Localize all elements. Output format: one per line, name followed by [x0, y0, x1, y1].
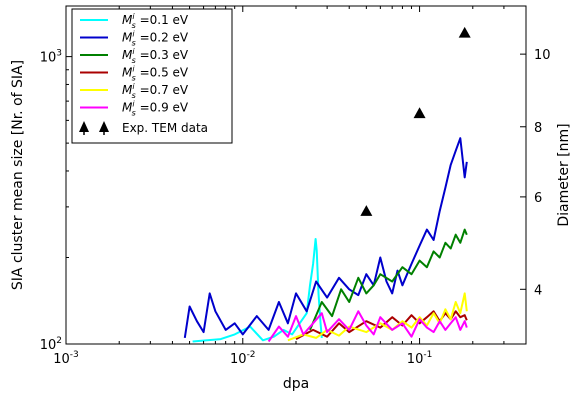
legend-label-5: Mi s =0.9 eV	[122, 100, 189, 118]
plot-area	[183, 26, 471, 343]
series-line-0	[192, 238, 323, 343]
tem-data-marker	[413, 107, 426, 119]
right-axis-label: Diameter [nm]	[556, 123, 572, 226]
right-tick-label: 6	[534, 191, 542, 206]
y-tick-label: 103	[40, 49, 62, 66]
legend-label-tem: Exp. TEM data	[122, 121, 208, 135]
legend-box	[71, 8, 233, 144]
series-line-3	[295, 310, 468, 340]
legend-label-0: Mi s =0.1 eV	[122, 12, 189, 30]
right-tick-label: 4	[534, 283, 542, 298]
legend-label-3: Mi s =0.5 eV	[122, 65, 189, 83]
legend-label-4: Mi s =0.7 eV	[122, 82, 189, 100]
right-tick-label: 8	[534, 121, 542, 136]
y-tick-label: 102	[40, 336, 62, 353]
legend-label-2: Mi s =0.3 eV	[122, 47, 189, 65]
legend-label-1: Mi s =0.2 eV	[122, 30, 189, 48]
axes: 10-3 10-2 10-1 102 103 4 6 8 10	[40, 6, 551, 367]
x-axis-label: dpa	[283, 376, 309, 392]
right-tick-label: 10	[534, 48, 551, 63]
x-tick-label: 10-1	[407, 350, 433, 367]
series-line-1	[183, 137, 468, 339]
series-line-2	[309, 228, 468, 331]
legend-marker	[99, 121, 109, 132]
legend-marker	[79, 121, 89, 132]
tem-data-marker	[360, 205, 373, 216]
tem-data-marker	[458, 26, 471, 38]
series-line-5	[267, 310, 468, 343]
y-axis-label: SIA cluster mean size [Nr. of SIA]	[10, 60, 26, 290]
x-tick-label: 10-3	[53, 350, 79, 367]
series-line-4	[287, 292, 468, 342]
x-tick-label: 10-2	[230, 350, 256, 367]
